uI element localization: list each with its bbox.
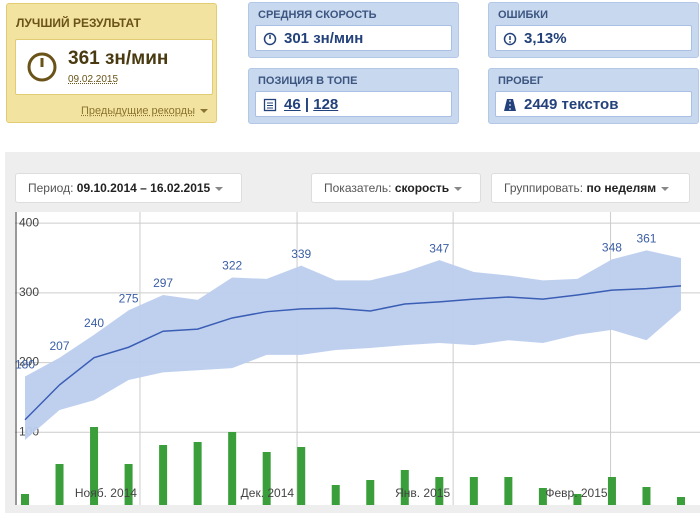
mileage-value: 2449 текстов xyxy=(524,96,619,113)
errors-value: 3,13% xyxy=(524,30,567,47)
value: скорость xyxy=(394,181,450,195)
mean-line xyxy=(24,285,682,421)
bar xyxy=(228,432,237,505)
label: Группировать: xyxy=(504,181,584,195)
data-label: 297 xyxy=(153,276,173,290)
card-title: СРЕДНЯЯ СКОРОСТЬ xyxy=(258,9,377,21)
speed-icon xyxy=(27,52,57,82)
errors-card: ОШИБКИ 3,13% xyxy=(488,2,699,58)
icon xyxy=(263,32,277,46)
card-box: 3,13% xyxy=(495,25,692,51)
group-button[interactable]: Группировать: по неделям xyxy=(491,173,690,203)
data-label: 180 xyxy=(15,358,35,372)
bar xyxy=(193,442,202,505)
bar xyxy=(159,445,168,505)
bar xyxy=(124,464,133,505)
y-tick-label: 200 xyxy=(19,355,39,369)
bar xyxy=(573,494,582,505)
bar xyxy=(538,488,547,505)
x-tick-label: Янв. 2015 xyxy=(395,486,450,500)
data-label: 322 xyxy=(222,259,242,273)
records-link[interactable]: Предыдущие рекорды xyxy=(81,105,208,117)
avg-value: 301 зн/мин xyxy=(284,30,364,47)
y-tick-label: 300 xyxy=(19,285,39,299)
y-tick-label: 400 xyxy=(19,215,39,229)
total-link[interactable]: 128 xyxy=(313,96,339,113)
data-label: 240 xyxy=(84,316,104,330)
bar xyxy=(504,477,513,505)
bar xyxy=(642,487,651,505)
card-title: ПОЗИЦИЯ В ТОПЕ xyxy=(258,75,358,87)
data-label: 348 xyxy=(602,241,622,255)
mileage-card: ПРОБЕГ 2449 текстов xyxy=(488,68,699,124)
data-label: 275 xyxy=(119,291,139,305)
bar xyxy=(677,497,685,505)
bar xyxy=(262,452,271,505)
rank-card: ПОЗИЦИЯ В ТОПЕ 46 | 128 xyxy=(248,68,459,124)
x-tick-label: Нояб. 2014 xyxy=(75,486,137,500)
bar xyxy=(331,485,340,505)
bar xyxy=(297,447,306,505)
card-box: 46 | 128 xyxy=(255,91,452,117)
card-box: 301 зн/мин xyxy=(255,25,452,51)
best-box: 361 зн/мин 09.02.2015 xyxy=(15,39,213,95)
icon xyxy=(263,98,277,112)
caret xyxy=(200,109,208,114)
bar xyxy=(366,480,375,505)
caret xyxy=(661,186,670,191)
label: Период: xyxy=(28,181,74,195)
best-value: 361 зн/мин xyxy=(68,48,169,69)
caret xyxy=(215,186,224,191)
rank-link[interactable]: 46 xyxy=(284,96,301,113)
link-text[interactable]: Предыдущие рекорды xyxy=(81,105,195,117)
card-title: ОШИБКИ xyxy=(498,9,549,21)
separator: | xyxy=(304,96,310,113)
value: по неделям xyxy=(586,181,657,195)
bar xyxy=(55,464,64,505)
data-label: 361 xyxy=(636,232,656,246)
data-label: 347 xyxy=(429,241,449,255)
data-label: 339 xyxy=(291,247,311,261)
bar xyxy=(400,470,409,505)
bar xyxy=(469,477,478,505)
data-label: 207 xyxy=(50,339,70,353)
metric-button[interactable]: Показатель: скорость xyxy=(311,173,481,203)
avg-card: СРЕДНЯЯ СКОРОСТЬ 301 зн/мин xyxy=(248,2,459,58)
icon xyxy=(504,99,516,111)
bar xyxy=(90,427,99,505)
card-box: 2449 текстов xyxy=(495,91,692,117)
label: Показатель: xyxy=(324,181,392,195)
value: 09.10.2014 – 16.02.2015 xyxy=(76,181,211,195)
card-title: ЛУЧШИЙ РЕЗУЛЬТАТ xyxy=(16,16,141,30)
best-date: 09.02.2015 xyxy=(68,74,119,85)
x-tick-label: Февр. 2015 xyxy=(545,486,608,500)
icon xyxy=(503,32,517,46)
bar xyxy=(21,494,29,505)
period-button[interactable]: Период: 09.10.2014 – 16.02.2015 xyxy=(15,173,242,203)
best-card: ЛУЧШИЙ РЕЗУЛЬТАТ 361 зн/мин 09.02.2015 П… xyxy=(6,3,217,123)
caret xyxy=(454,186,463,191)
x-tick-label: Дек. 2014 xyxy=(241,486,295,500)
card-title: ПРОБЕГ xyxy=(498,75,544,87)
bar xyxy=(435,477,444,505)
bar xyxy=(607,477,616,505)
